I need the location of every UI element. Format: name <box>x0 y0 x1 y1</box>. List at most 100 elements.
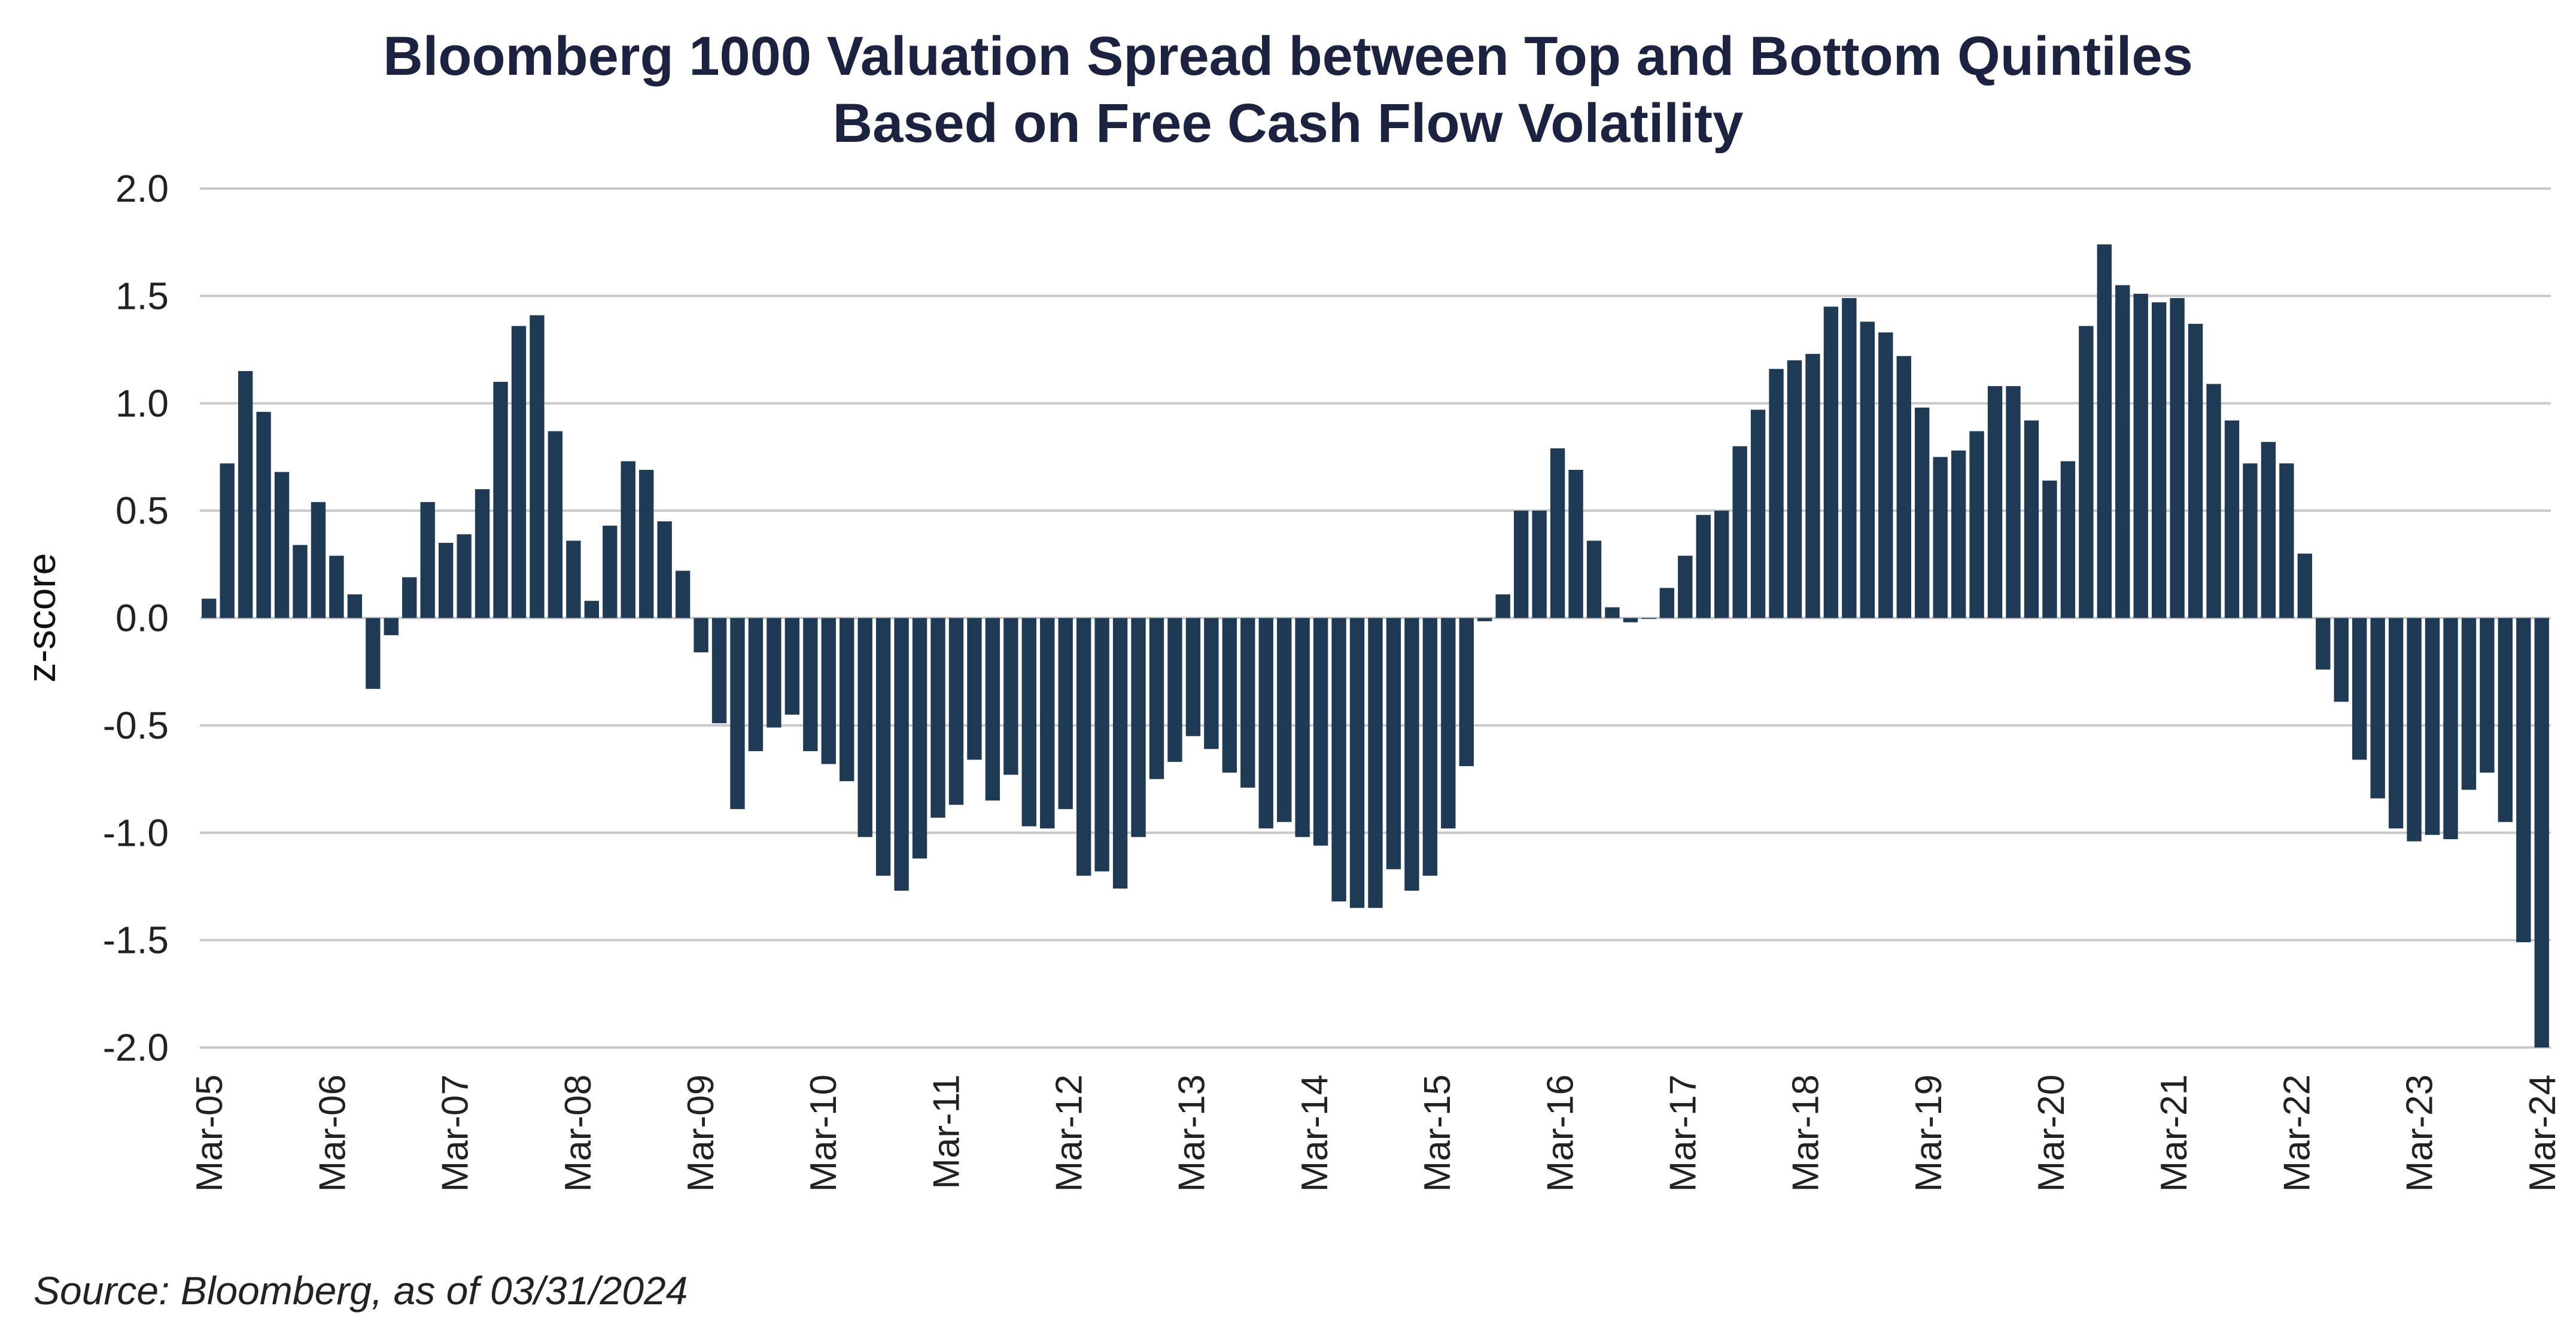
bar <box>220 463 235 618</box>
bar <box>2133 293 2148 618</box>
y-axis-ticks: 2.0 1.5 1.0 0.5 0.0 -0.5 -1.0 -1.5 -2.0 <box>103 167 169 1069</box>
bar <box>857 618 872 837</box>
bar <box>2042 480 2057 618</box>
bar <box>1550 448 1565 618</box>
bar <box>293 545 308 618</box>
bar <box>767 618 781 728</box>
bar <box>1003 618 1018 775</box>
bar <box>1678 555 1693 618</box>
bar <box>1605 607 1620 618</box>
bar <box>1896 356 1911 618</box>
bar <box>1586 540 1602 618</box>
bar <box>1076 618 1091 876</box>
bar <box>2115 285 2130 618</box>
bar <box>1769 369 1784 618</box>
bar <box>202 599 217 618</box>
bar <box>912 618 927 859</box>
bar <box>1805 354 1820 618</box>
bar <box>2243 463 2258 618</box>
bar <box>1222 618 1237 773</box>
bar <box>985 618 1000 801</box>
bar <box>2316 618 2331 670</box>
x-tick-label: Mar-05 <box>189 1074 230 1192</box>
bar <box>1204 618 1219 749</box>
bar <box>1459 618 1474 767</box>
bar <box>274 472 290 618</box>
source-note: Source: Bloomberg, as of 03/31/2024 <box>34 1268 688 1313</box>
bar <box>2297 553 2313 618</box>
bar <box>1641 618 1656 619</box>
bar <box>1404 618 1419 891</box>
bar <box>1277 618 1292 822</box>
bar <box>821 618 836 764</box>
bar <box>2498 618 2513 822</box>
x-tick-label: Mar-13 <box>1172 1074 1213 1192</box>
x-tick-label: Mar-21 <box>2154 1074 2195 1192</box>
x-tick-label: Mar-14 <box>1294 1074 1336 1192</box>
bar <box>711 618 727 724</box>
bar <box>784 618 800 715</box>
x-tick-label: Mar-20 <box>2031 1074 2072 1192</box>
bar <box>1513 511 1529 618</box>
bar <box>894 618 909 891</box>
y-tick-label: 0.5 <box>115 489 169 532</box>
bar <box>1878 332 1893 618</box>
x-tick-label: Mar-23 <box>2399 1074 2441 1192</box>
bar <box>1058 618 1073 809</box>
bar <box>256 412 271 618</box>
x-tick-label: Mar-07 <box>435 1074 476 1192</box>
bar <box>566 540 581 618</box>
bar <box>2097 244 2112 618</box>
bar <box>1987 386 2003 618</box>
bar <box>2370 618 2385 798</box>
x-tick-label: Mar-16 <box>1540 1074 1581 1192</box>
bar <box>1714 511 1729 618</box>
bar <box>1349 618 1365 908</box>
bar <box>1860 321 1875 618</box>
bar <box>2006 386 2021 618</box>
bar <box>347 594 363 618</box>
bar <box>1149 618 1164 779</box>
bar <box>1112 618 1128 889</box>
bar <box>694 618 708 652</box>
bar <box>1021 618 1036 827</box>
chart-title-line-2: Based on Free Cash Flow Volatility <box>832 93 1744 154</box>
bar <box>311 502 326 618</box>
bar <box>2352 618 2367 760</box>
bar <box>1258 618 1273 829</box>
bar <box>2516 618 2531 943</box>
bar <box>1532 511 1547 618</box>
bar <box>1368 618 1383 908</box>
bar <box>2188 324 2203 618</box>
bar <box>621 461 635 618</box>
bar <box>1167 618 1182 762</box>
bar <box>530 315 545 618</box>
x-tick-label: Mar-10 <box>803 1074 844 1192</box>
bar <box>438 542 454 618</box>
x-axis-ticks: Mar-05 Mar-06 Mar-07 Mar-08 Mar-09 Mar-10 Mar-… <box>189 1074 2563 1192</box>
bar <box>1568 469 1583 618</box>
bar <box>2334 618 2349 702</box>
bar <box>1185 618 1201 736</box>
x-tick-label: Mar-17 <box>1662 1074 1704 1192</box>
bar <box>730 618 745 809</box>
bar <box>1823 306 1839 618</box>
bar <box>1331 618 1346 902</box>
bar <box>384 618 399 636</box>
bar <box>1094 618 1109 871</box>
x-tick-label: Mar-11 <box>926 1074 967 1189</box>
bar <box>493 381 508 618</box>
y-tick-label: -0.5 <box>103 704 169 747</box>
bar <box>1951 450 1966 618</box>
bar <box>1131 618 1146 837</box>
bar <box>2170 297 2185 618</box>
y-tick-label: 1.0 <box>115 382 169 425</box>
bar <box>475 489 490 618</box>
x-tick-label: Mar-24 <box>2522 1074 2563 1192</box>
bar <box>1295 618 1310 837</box>
bar <box>2079 326 2094 618</box>
x-tick-label: Mar-18 <box>1786 1074 1827 1192</box>
bar <box>238 371 253 618</box>
bar <box>548 431 563 618</box>
bar <box>1422 618 1438 876</box>
